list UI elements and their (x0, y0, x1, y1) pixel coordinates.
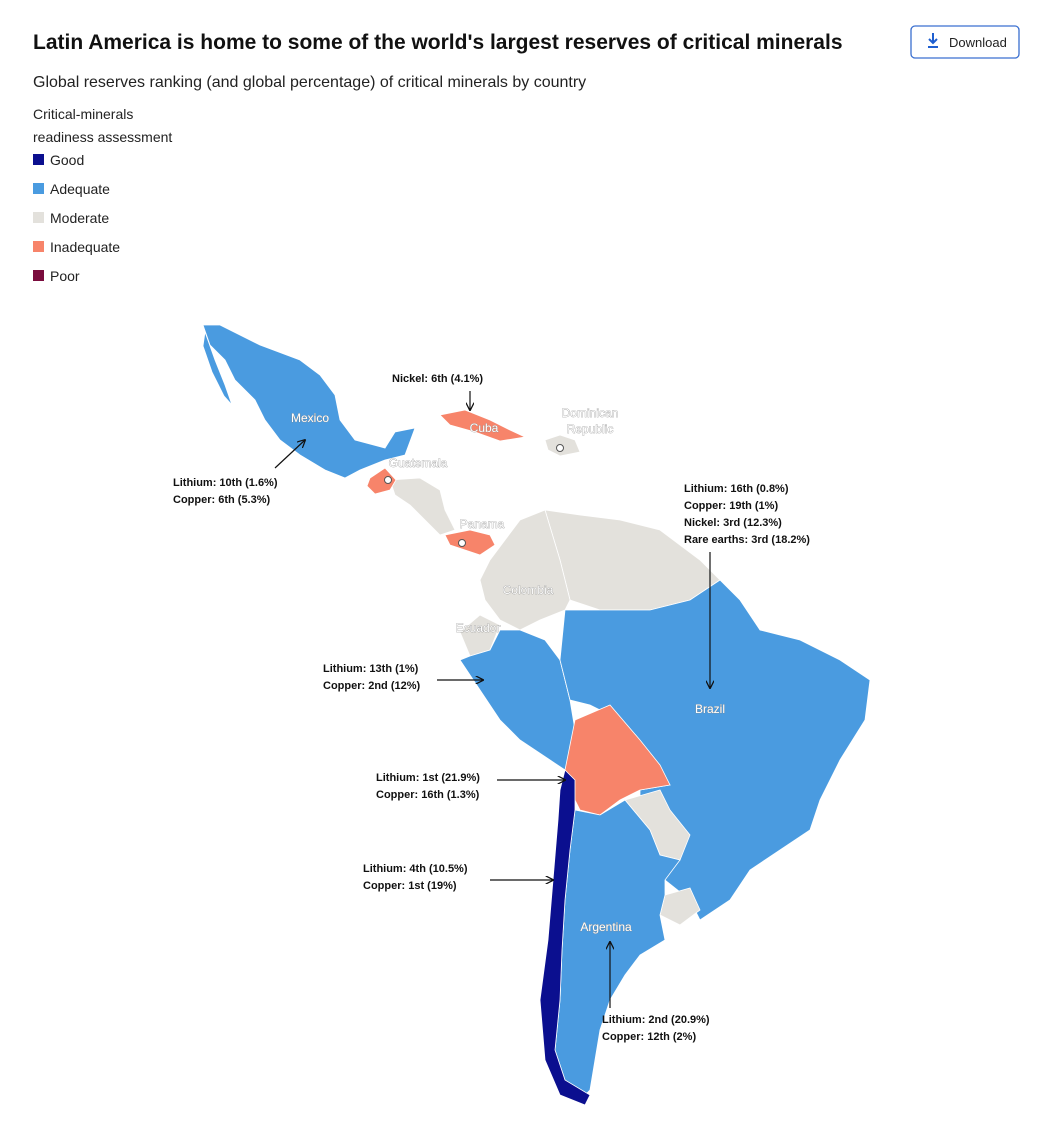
cuba (439, 409, 527, 442)
country-label: Colombia (503, 583, 554, 597)
guatemala (366, 467, 397, 495)
country-label: Panama (460, 517, 505, 531)
subtitle: Global reserves ranking (and global perc… (33, 74, 586, 91)
annotation-text: Nickel: 3rd (12.3%) (684, 517, 782, 529)
legend: Critical-minerals readiness assessment Goo… (33, 106, 172, 284)
country-label: Cuba (470, 421, 499, 435)
baja-california (202, 331, 233, 406)
annotation-text: Rare earths: 3rd (18.2%) (684, 534, 810, 546)
country-label: Guatemala (389, 456, 448, 470)
capital-dot (384, 476, 392, 484)
annotation-text: Lithium: 13th (1%) (323, 663, 419, 675)
annotation-text: Nickel: 6th (4.1%) (392, 373, 483, 385)
legend-label: Adequate (50, 181, 110, 197)
legend-swatch (33, 241, 44, 252)
country-label: Dominican (562, 406, 619, 420)
annotation-text: Lithium: 1st (21.9%) (376, 772, 480, 784)
ecuador (459, 614, 501, 657)
legend-title: readiness assessment (33, 129, 172, 145)
annotation-text: Copper: 1st (19%) (363, 880, 457, 892)
country-labels: Mexico Cuba Dominican Republic Guatemala Pana… (291, 406, 726, 935)
annotation-text: Copper: 16th (1.3%) (376, 789, 480, 801)
annotation-text: Copper: 6th (5.3%) (173, 494, 271, 506)
annotation-text: Copper: 12th (2%) (602, 1031, 696, 1043)
annotation-text: Lithium: 2nd (20.9%) (602, 1014, 710, 1026)
annotation-text: Lithium: 10th (1.6%) (173, 477, 278, 489)
annotation-arrow (274, 440, 305, 469)
legend-title: Critical-minerals (33, 106, 133, 122)
download-frame[interactable] (910, 25, 1020, 59)
legend-swatch (33, 270, 44, 281)
legend-swatch (33, 183, 44, 194)
central-america (389, 477, 456, 536)
map (202, 324, 871, 1106)
legend-swatch (33, 154, 44, 165)
legend-label: Poor (50, 268, 80, 284)
country-label: Brazil (695, 702, 725, 716)
capital-dot (458, 539, 466, 547)
title: Latin America is home to some of the wor… (33, 31, 843, 54)
annotation-text: Copper: 19th (1%) (684, 500, 778, 512)
annotations: Nickel: 6th (4.1%) Lithium: 10th (1.6%) Co… (173, 373, 810, 1043)
capital-dot (556, 444, 564, 452)
annotation-text: Copper: 2nd (12%) (323, 680, 421, 692)
legend-label: Inadequate (50, 239, 120, 255)
download-icon[interactable] (928, 33, 938, 48)
annotation-text: Lithium: 4th (10.5%) (363, 863, 468, 875)
annotation-text: Lithium: 16th (0.8%) (684, 483, 789, 495)
download-label[interactable]: Download (949, 35, 1007, 50)
download-button[interactable]: Download (910, 25, 1020, 59)
mexico (202, 324, 416, 479)
panama (444, 529, 496, 556)
legend-swatch (33, 212, 44, 223)
country-label: Mexico (291, 411, 329, 425)
country-label: Ecuador (456, 621, 501, 635)
legend-label: Moderate (50, 210, 109, 226)
country-label: Republic (567, 422, 614, 436)
legend-label: Good (50, 152, 84, 168)
country-label: Argentina (580, 920, 632, 934)
